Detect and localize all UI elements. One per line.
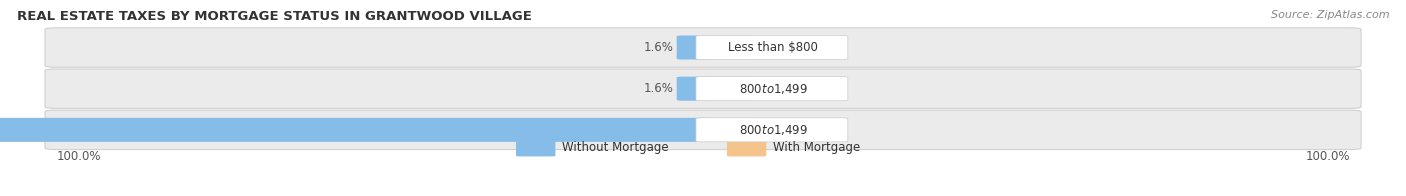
Text: 100.0%: 100.0% — [56, 150, 101, 163]
Text: 0.0%: 0.0% — [759, 123, 789, 136]
FancyBboxPatch shape — [696, 35, 848, 60]
FancyBboxPatch shape — [676, 35, 709, 60]
Text: 1.6%: 1.6% — [644, 41, 673, 54]
FancyBboxPatch shape — [0, 118, 709, 142]
FancyBboxPatch shape — [696, 118, 848, 142]
Text: With Mortgage: With Mortgage — [773, 141, 860, 154]
Text: Source: ZipAtlas.com: Source: ZipAtlas.com — [1271, 10, 1389, 20]
FancyBboxPatch shape — [45, 110, 1361, 150]
FancyBboxPatch shape — [45, 28, 1361, 67]
Text: 0.0%: 0.0% — [759, 82, 789, 95]
FancyBboxPatch shape — [45, 69, 1361, 108]
Text: 100.0%: 100.0% — [1305, 150, 1350, 163]
FancyBboxPatch shape — [727, 139, 766, 156]
FancyBboxPatch shape — [697, 35, 754, 60]
Text: REAL ESTATE TAXES BY MORTGAGE STATUS IN GRANTWOOD VILLAGE: REAL ESTATE TAXES BY MORTGAGE STATUS IN … — [17, 10, 531, 23]
Text: 0.0%: 0.0% — [759, 41, 789, 54]
Text: 1.6%: 1.6% — [644, 82, 673, 95]
Text: $800 to $1,499: $800 to $1,499 — [738, 82, 808, 96]
Text: Without Mortgage: Without Mortgage — [562, 141, 669, 154]
FancyBboxPatch shape — [696, 77, 848, 101]
Text: Less than $800: Less than $800 — [728, 41, 818, 54]
FancyBboxPatch shape — [697, 118, 754, 142]
FancyBboxPatch shape — [516, 139, 555, 156]
FancyBboxPatch shape — [676, 77, 709, 101]
FancyBboxPatch shape — [697, 77, 754, 101]
Text: $800 to $1,499: $800 to $1,499 — [738, 123, 808, 137]
